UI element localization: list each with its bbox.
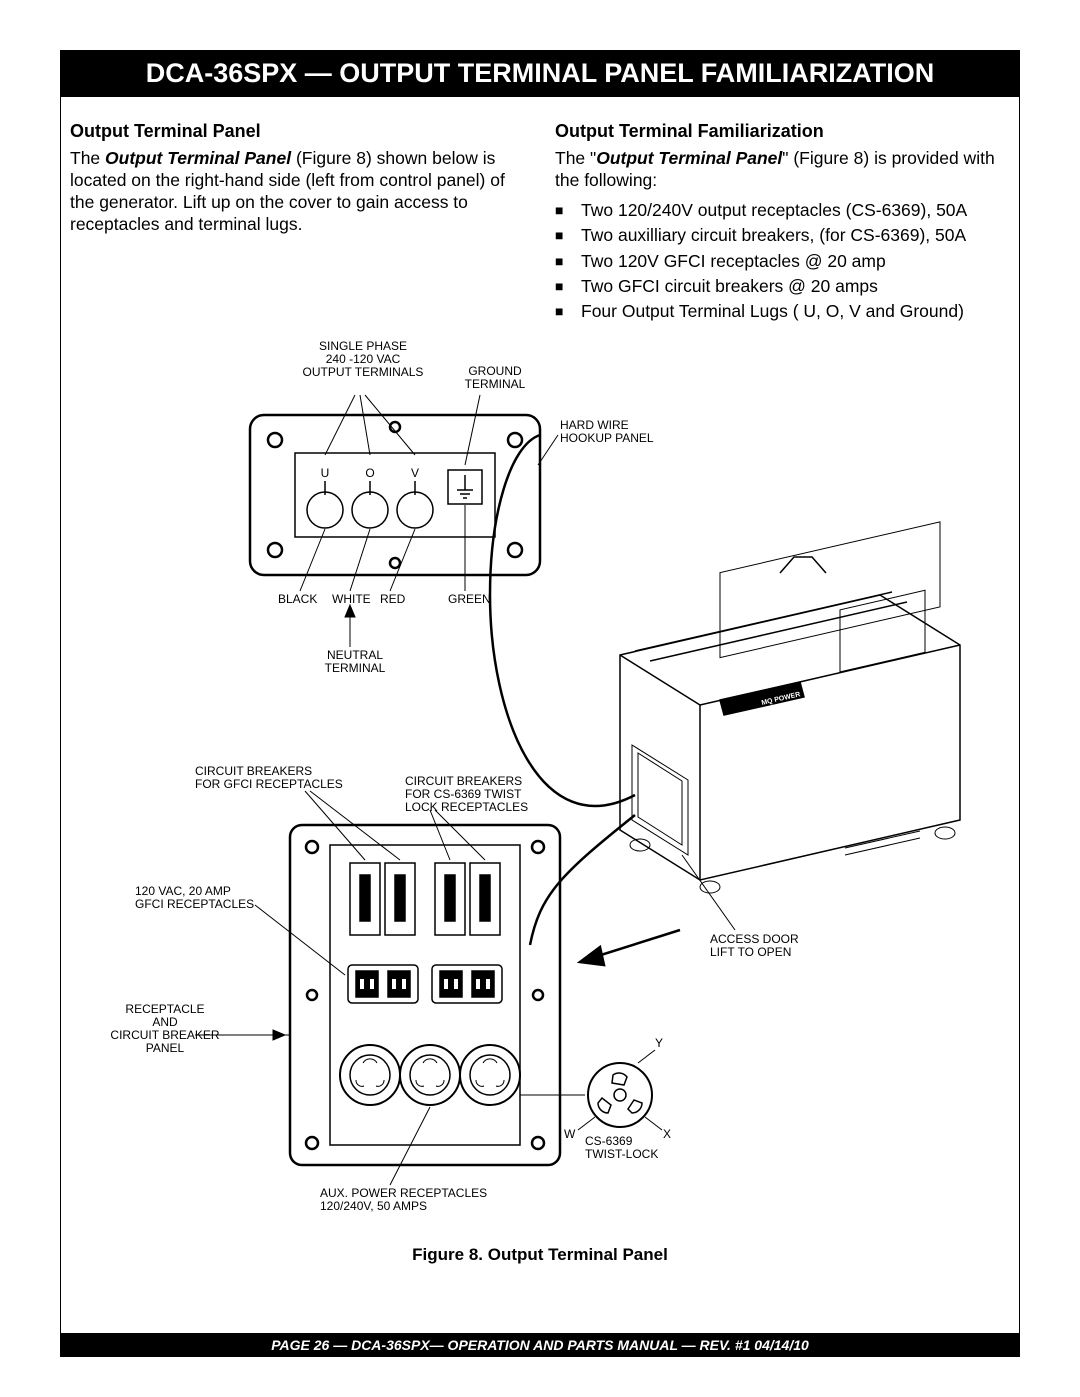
- right-heading: Output Terminal Familiarization: [555, 121, 1010, 142]
- feature-list: Two 120/240V output receptacles (CS-6369…: [555, 198, 1010, 325]
- label-cb-cs: CIRCUIT BREAKERS FOR CS-6369 TWIST LOCK …: [405, 775, 565, 815]
- label-cb-gfci: CIRCUIT BREAKERS FOR GFCI RECEPTACLES: [195, 765, 375, 791]
- label-y: Y: [655, 1037, 663, 1050]
- list-item: Two auxilliary circuit breakers, (for CS…: [555, 223, 1010, 248]
- hardwire-panel: [250, 415, 540, 575]
- label-recept-panel: RECEPTACLE AND CIRCUIT BREAKER PANEL: [105, 1003, 225, 1056]
- label-w: W: [564, 1128, 575, 1141]
- list-item: Two 120V GFCI receptacles @ 20 amp: [555, 249, 1010, 274]
- label-access-door: ACCESS DOOR LIFT TO OPEN: [710, 933, 830, 959]
- label-single-phase: SINGLE PHASE 240 -120 VAC OUTPUT TERMINA…: [298, 340, 428, 380]
- generator-unit: [620, 521, 960, 892]
- label-cs6369: CS-6369 TWIST-LOCK: [585, 1135, 675, 1161]
- terminal-u-label: U: [321, 466, 330, 480]
- terminal-o-label: O: [365, 466, 374, 480]
- label-aux-power: AUX. POWER RECEPTACLES 120/240V, 50 AMPS: [320, 1187, 520, 1213]
- left-column: Output Terminal Panel The Output Termina…: [70, 121, 525, 325]
- label-black: BLACK: [278, 593, 317, 606]
- right-column: Output Terminal Familiarization The "Out…: [555, 121, 1010, 325]
- left-body: The Output Terminal Panel (Figure 8) sho…: [70, 148, 525, 236]
- page-title: DCA-36SPX — OUTPUT TERMINAL PANEL FAMILI…: [146, 58, 935, 88]
- list-item: Four Output Terminal Lugs ( U, O, V and …: [555, 299, 1010, 324]
- label-ground-terminal: GROUND TERMINAL: [455, 365, 535, 391]
- receptacle-panel: [290, 825, 560, 1165]
- label-neutral: NEUTRAL TERMINAL: [315, 649, 395, 675]
- left-heading: Output Terminal Panel: [70, 121, 525, 142]
- label-green: GREEN: [448, 593, 491, 606]
- label-x: X: [663, 1128, 671, 1141]
- right-body: The "Output Terminal Panel" (Figure 8) i…: [555, 148, 1010, 192]
- page-title-bar: DCA-36SPX — OUTPUT TERMINAL PANEL FAMILI…: [60, 50, 1020, 97]
- footer-bar: PAGE 26 — DCA-36SPX— OPERATION AND PARTS…: [60, 1333, 1020, 1357]
- label-gfci-120: 120 VAC, 20 AMP GFCI RECEPTACLES: [135, 885, 275, 911]
- list-item: Two 120/240V output receptacles (CS-6369…: [555, 198, 1010, 223]
- list-item: Two GFCI circuit breakers @ 20 amps: [555, 274, 1010, 299]
- figure-caption: Figure 8. Output Terminal Panel: [60, 1245, 1020, 1265]
- figure-area: U O V: [60, 335, 1020, 1235]
- terminal-v-label: V: [411, 466, 419, 480]
- footer-text: PAGE 26 — DCA-36SPX— OPERATION AND PARTS…: [271, 1337, 809, 1353]
- label-red: RED: [380, 593, 405, 606]
- twistlock-detail: [520, 1063, 652, 1127]
- label-hard-wire: HARD WIRE HOOKUP PANEL: [560, 419, 670, 445]
- label-white: WHITE: [332, 593, 371, 606]
- content-columns: Output Terminal Panel The Output Termina…: [60, 121, 1020, 325]
